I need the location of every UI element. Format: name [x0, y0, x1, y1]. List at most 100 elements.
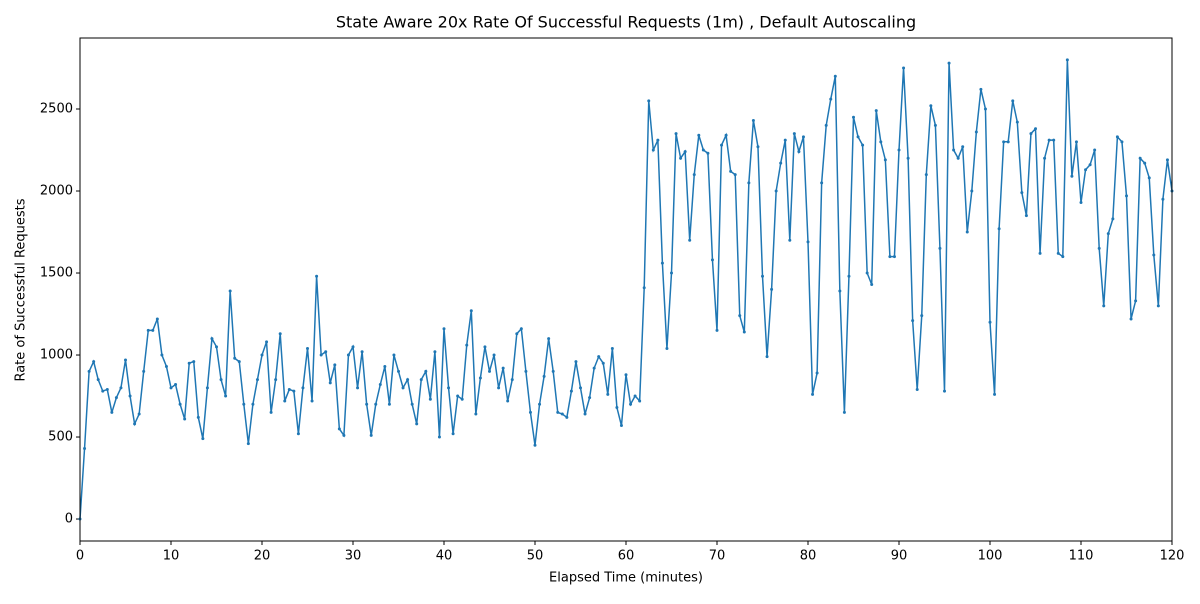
- point: [947, 61, 951, 65]
- point: [1038, 251, 1042, 255]
- point: [538, 402, 542, 406]
- point: [710, 258, 714, 262]
- point: [1156, 304, 1160, 308]
- point: [83, 447, 87, 451]
- point: [906, 156, 910, 160]
- point: [733, 173, 737, 177]
- point: [497, 386, 501, 390]
- point: [196, 415, 200, 419]
- point: [547, 337, 551, 341]
- point: [783, 138, 787, 142]
- point: [237, 360, 241, 364]
- point: [770, 287, 774, 291]
- point: [774, 189, 778, 193]
- point: [356, 386, 360, 390]
- point: [979, 87, 983, 91]
- point: [1143, 161, 1147, 165]
- point: [1097, 246, 1101, 250]
- point: [1115, 135, 1119, 139]
- point: [242, 402, 246, 406]
- point: [1070, 174, 1074, 178]
- point: [1165, 158, 1169, 162]
- point: [515, 332, 519, 336]
- point: [378, 383, 382, 387]
- x-tick-label: 0: [76, 549, 84, 564]
- point: [642, 286, 646, 290]
- point: [911, 319, 915, 323]
- point: [797, 150, 801, 154]
- point: [492, 353, 496, 357]
- point: [224, 394, 228, 398]
- point: [201, 437, 205, 441]
- point: [883, 158, 887, 162]
- y-tick-label: 2000: [40, 184, 73, 199]
- point: [1043, 156, 1047, 160]
- point: [251, 402, 255, 406]
- point: [142, 369, 146, 373]
- point: [269, 410, 273, 414]
- point: [301, 386, 305, 390]
- point: [829, 97, 833, 101]
- point: [970, 189, 974, 193]
- point: [588, 396, 592, 400]
- point: [1074, 140, 1078, 144]
- point: [456, 394, 460, 398]
- point: [583, 412, 587, 416]
- point: [633, 394, 637, 398]
- point: [1138, 156, 1142, 160]
- point: [756, 145, 760, 149]
- point: [902, 66, 906, 70]
- point: [1056, 251, 1060, 255]
- point: [692, 173, 696, 177]
- x-tick-label: 20: [254, 549, 271, 564]
- point: [415, 422, 419, 426]
- point: [974, 130, 978, 134]
- point: [260, 353, 264, 357]
- point: [265, 340, 269, 344]
- point: [606, 392, 610, 396]
- point: [160, 353, 164, 357]
- point: [155, 317, 159, 321]
- point: [647, 99, 651, 103]
- point: [442, 327, 446, 331]
- point: [592, 366, 596, 370]
- point: [1061, 255, 1065, 259]
- point: [952, 148, 956, 152]
- point: [624, 373, 628, 377]
- point: [993, 392, 997, 396]
- x-tick-label: 50: [527, 549, 544, 564]
- point: [1125, 194, 1128, 198]
- point: [1011, 99, 1015, 103]
- point: [697, 133, 701, 137]
- point: [765, 355, 769, 359]
- point: [360, 350, 364, 354]
- x-tick-label: 110: [1069, 549, 1094, 564]
- point: [324, 350, 328, 354]
- point: [1152, 253, 1156, 257]
- x-tick-label: 80: [800, 549, 817, 564]
- point: [751, 118, 755, 122]
- point: [274, 378, 278, 382]
- chart-title: State Aware 20x Rate Of Successful Reque…: [336, 13, 916, 32]
- point: [333, 363, 337, 367]
- point: [92, 360, 96, 364]
- point: [788, 238, 792, 242]
- point: [965, 230, 969, 234]
- point: [287, 387, 291, 391]
- point: [292, 389, 296, 393]
- point: [619, 424, 623, 428]
- point: [747, 181, 751, 185]
- point: [720, 143, 724, 147]
- point: [1034, 127, 1037, 131]
- point: [501, 366, 505, 370]
- point: [1024, 214, 1028, 218]
- point: [528, 410, 532, 414]
- point: [183, 417, 187, 421]
- point: [1002, 140, 1006, 144]
- point: [233, 356, 237, 360]
- point: [424, 369, 428, 373]
- point: [483, 345, 487, 349]
- point: [406, 378, 410, 382]
- point: [410, 402, 414, 406]
- point: [128, 394, 132, 398]
